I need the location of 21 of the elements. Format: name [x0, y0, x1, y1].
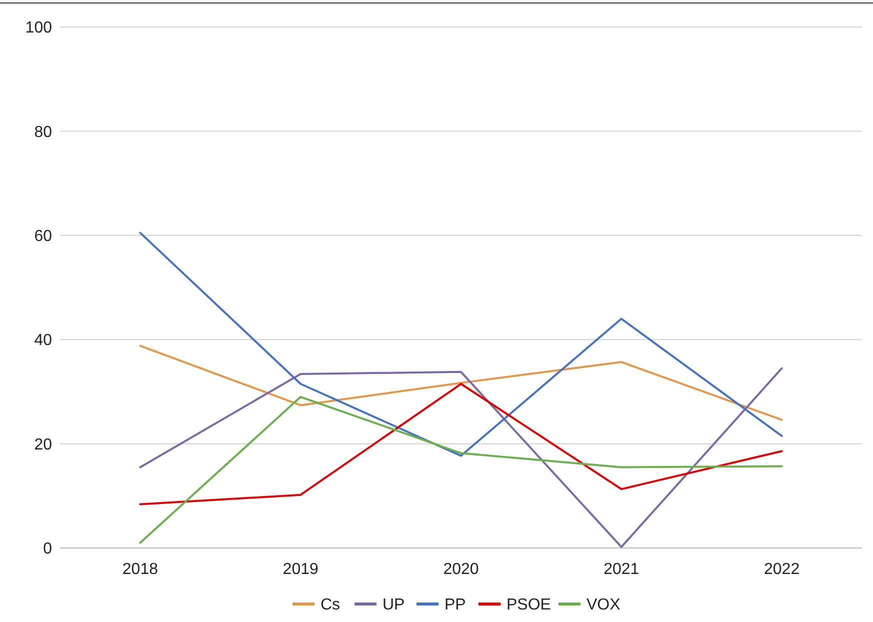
x-tick-label: 2021	[604, 561, 640, 578]
x-tick-label: 2019	[282, 561, 318, 578]
legend-label: PP	[444, 596, 466, 614]
y-tick-label: 80	[34, 124, 52, 141]
x-tick-label: 2022	[764, 561, 800, 578]
legend-label: Cs	[320, 596, 340, 614]
y-tick-label: 100	[25, 20, 52, 37]
y-tick-label: 60	[34, 228, 52, 245]
y-tick-label: 40	[34, 332, 52, 350]
legend-label: PSOE	[506, 596, 551, 614]
y-tick-label: 20	[34, 436, 52, 454]
line-series	[139, 232, 783, 457]
x-tick-label: 2020	[443, 561, 479, 578]
line-series	[139, 367, 783, 548]
x-tick-label: 2018	[122, 561, 158, 578]
y-tick-label: 0	[43, 540, 52, 558]
line-series	[139, 344, 783, 421]
legend-label: VOX	[586, 596, 621, 614]
line-series	[139, 382, 783, 506]
legend-label: UP	[382, 596, 405, 614]
line-series	[139, 396, 783, 544]
